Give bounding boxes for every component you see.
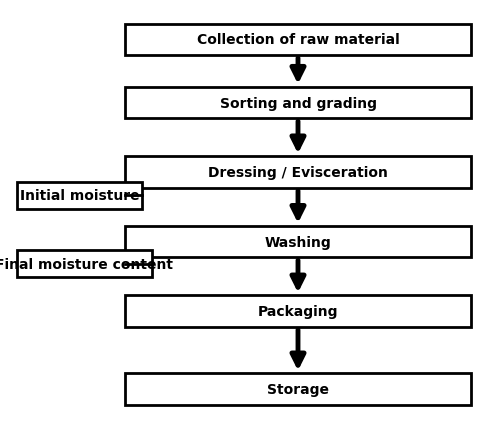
Text: Collection of raw material: Collection of raw material	[196, 33, 400, 47]
Bar	[125, 157, 471, 188]
Text: Sorting and grading: Sorting and grading	[220, 96, 376, 110]
Text: Dressing / Evisceration: Dressing / Evisceration	[208, 166, 388, 180]
Text: Initial moisture: Initial moisture	[20, 189, 140, 203]
Bar	[125, 374, 471, 405]
Bar	[125, 25, 471, 56]
Text: Packaging: Packaging	[258, 304, 338, 318]
Bar	[125, 296, 471, 327]
Bar	[125, 88, 471, 119]
Text: Washing: Washing	[264, 235, 332, 249]
Text: Storage: Storage	[267, 382, 329, 396]
Bar	[17, 251, 152, 278]
Bar	[125, 226, 471, 258]
Text: Final moisture content: Final moisture content	[0, 257, 174, 271]
Bar	[17, 182, 142, 209]
